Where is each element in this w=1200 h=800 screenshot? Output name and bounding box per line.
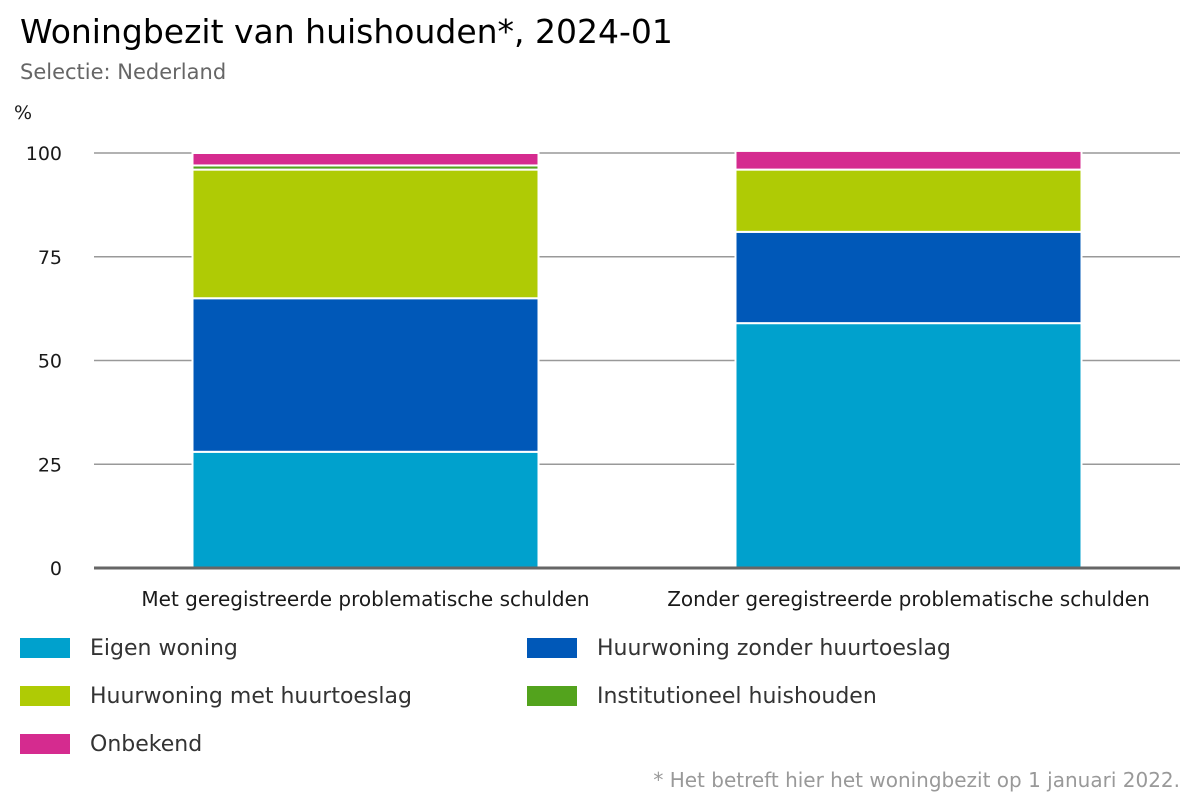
stacked-bar-chart: 0 25 50 75 100 Met geregistreerde problemati… bbox=[26, 143, 1180, 611]
legend-item[interactable]: Huurwoning met huurtoeslag bbox=[20, 680, 412, 712]
legend-swatch bbox=[20, 734, 70, 754]
legend-swatch bbox=[527, 638, 577, 658]
legend-item[interactable]: Institutioneel huishouden bbox=[527, 680, 877, 712]
legend-swatch bbox=[527, 686, 577, 706]
x-category-label: Met geregistreerde problematische schuld… bbox=[141, 587, 589, 611]
y-tick-label: 50 bbox=[38, 351, 62, 373]
y-tick-label: 75 bbox=[38, 247, 62, 269]
bar-segment-onbekend[interactable] bbox=[734, 149, 1083, 171]
bar-segment-huurwoning-zonder-huurtoeslag[interactable] bbox=[191, 297, 540, 453]
bar-segment-onbekend[interactable] bbox=[191, 152, 540, 167]
legend-swatch bbox=[20, 686, 70, 706]
bar-segment-eigen-woning[interactable] bbox=[734, 322, 1083, 569]
bar-segment-huurwoning-met-huurtoeslag[interactable] bbox=[734, 168, 1083, 233]
bar-segment-eigen-woning[interactable] bbox=[191, 450, 540, 569]
legend-label: Onbekend bbox=[90, 731, 203, 757]
x-category-labels: Met geregistreerde problematische schuld… bbox=[141, 587, 1149, 611]
legend-label: Eigen woning bbox=[90, 635, 238, 661]
x-category-label: Zonder geregistreerde problematische sch… bbox=[667, 587, 1150, 611]
legend-label: Huurwoning met huurtoeslag bbox=[90, 683, 412, 709]
y-tick-label: 0 bbox=[50, 558, 62, 580]
legend-label: Huurwoning zonder huurtoeslag bbox=[597, 635, 951, 661]
chart-subtitle: Selectie: Nederland bbox=[20, 60, 227, 84]
footnote: * Het betreft hier het woningbezit op 1 … bbox=[653, 768, 1180, 792]
y-tick-labels: 0 25 50 75 100 bbox=[26, 143, 62, 580]
bar-segment-huurwoning-zonder-huurtoeslag[interactable] bbox=[734, 230, 1083, 325]
legend-item[interactable]: Eigen woning bbox=[20, 632, 238, 664]
bar-segment-huurwoning-met-huurtoeslag[interactable] bbox=[191, 168, 540, 300]
y-tick-label: 100 bbox=[26, 143, 62, 165]
legend-label: Institutioneel huishouden bbox=[597, 683, 877, 709]
chart-title: Woningbezit van huishouden*, 2024-01 bbox=[20, 12, 673, 51]
y-axis-unit: % bbox=[14, 102, 33, 124]
y-tick-label: 25 bbox=[38, 454, 62, 476]
legend-item[interactable]: Huurwoning zonder huurtoeslag bbox=[527, 632, 951, 664]
bars bbox=[191, 149, 1083, 569]
legend-swatch bbox=[20, 638, 70, 658]
legend-item[interactable]: Onbekend bbox=[20, 728, 202, 760]
